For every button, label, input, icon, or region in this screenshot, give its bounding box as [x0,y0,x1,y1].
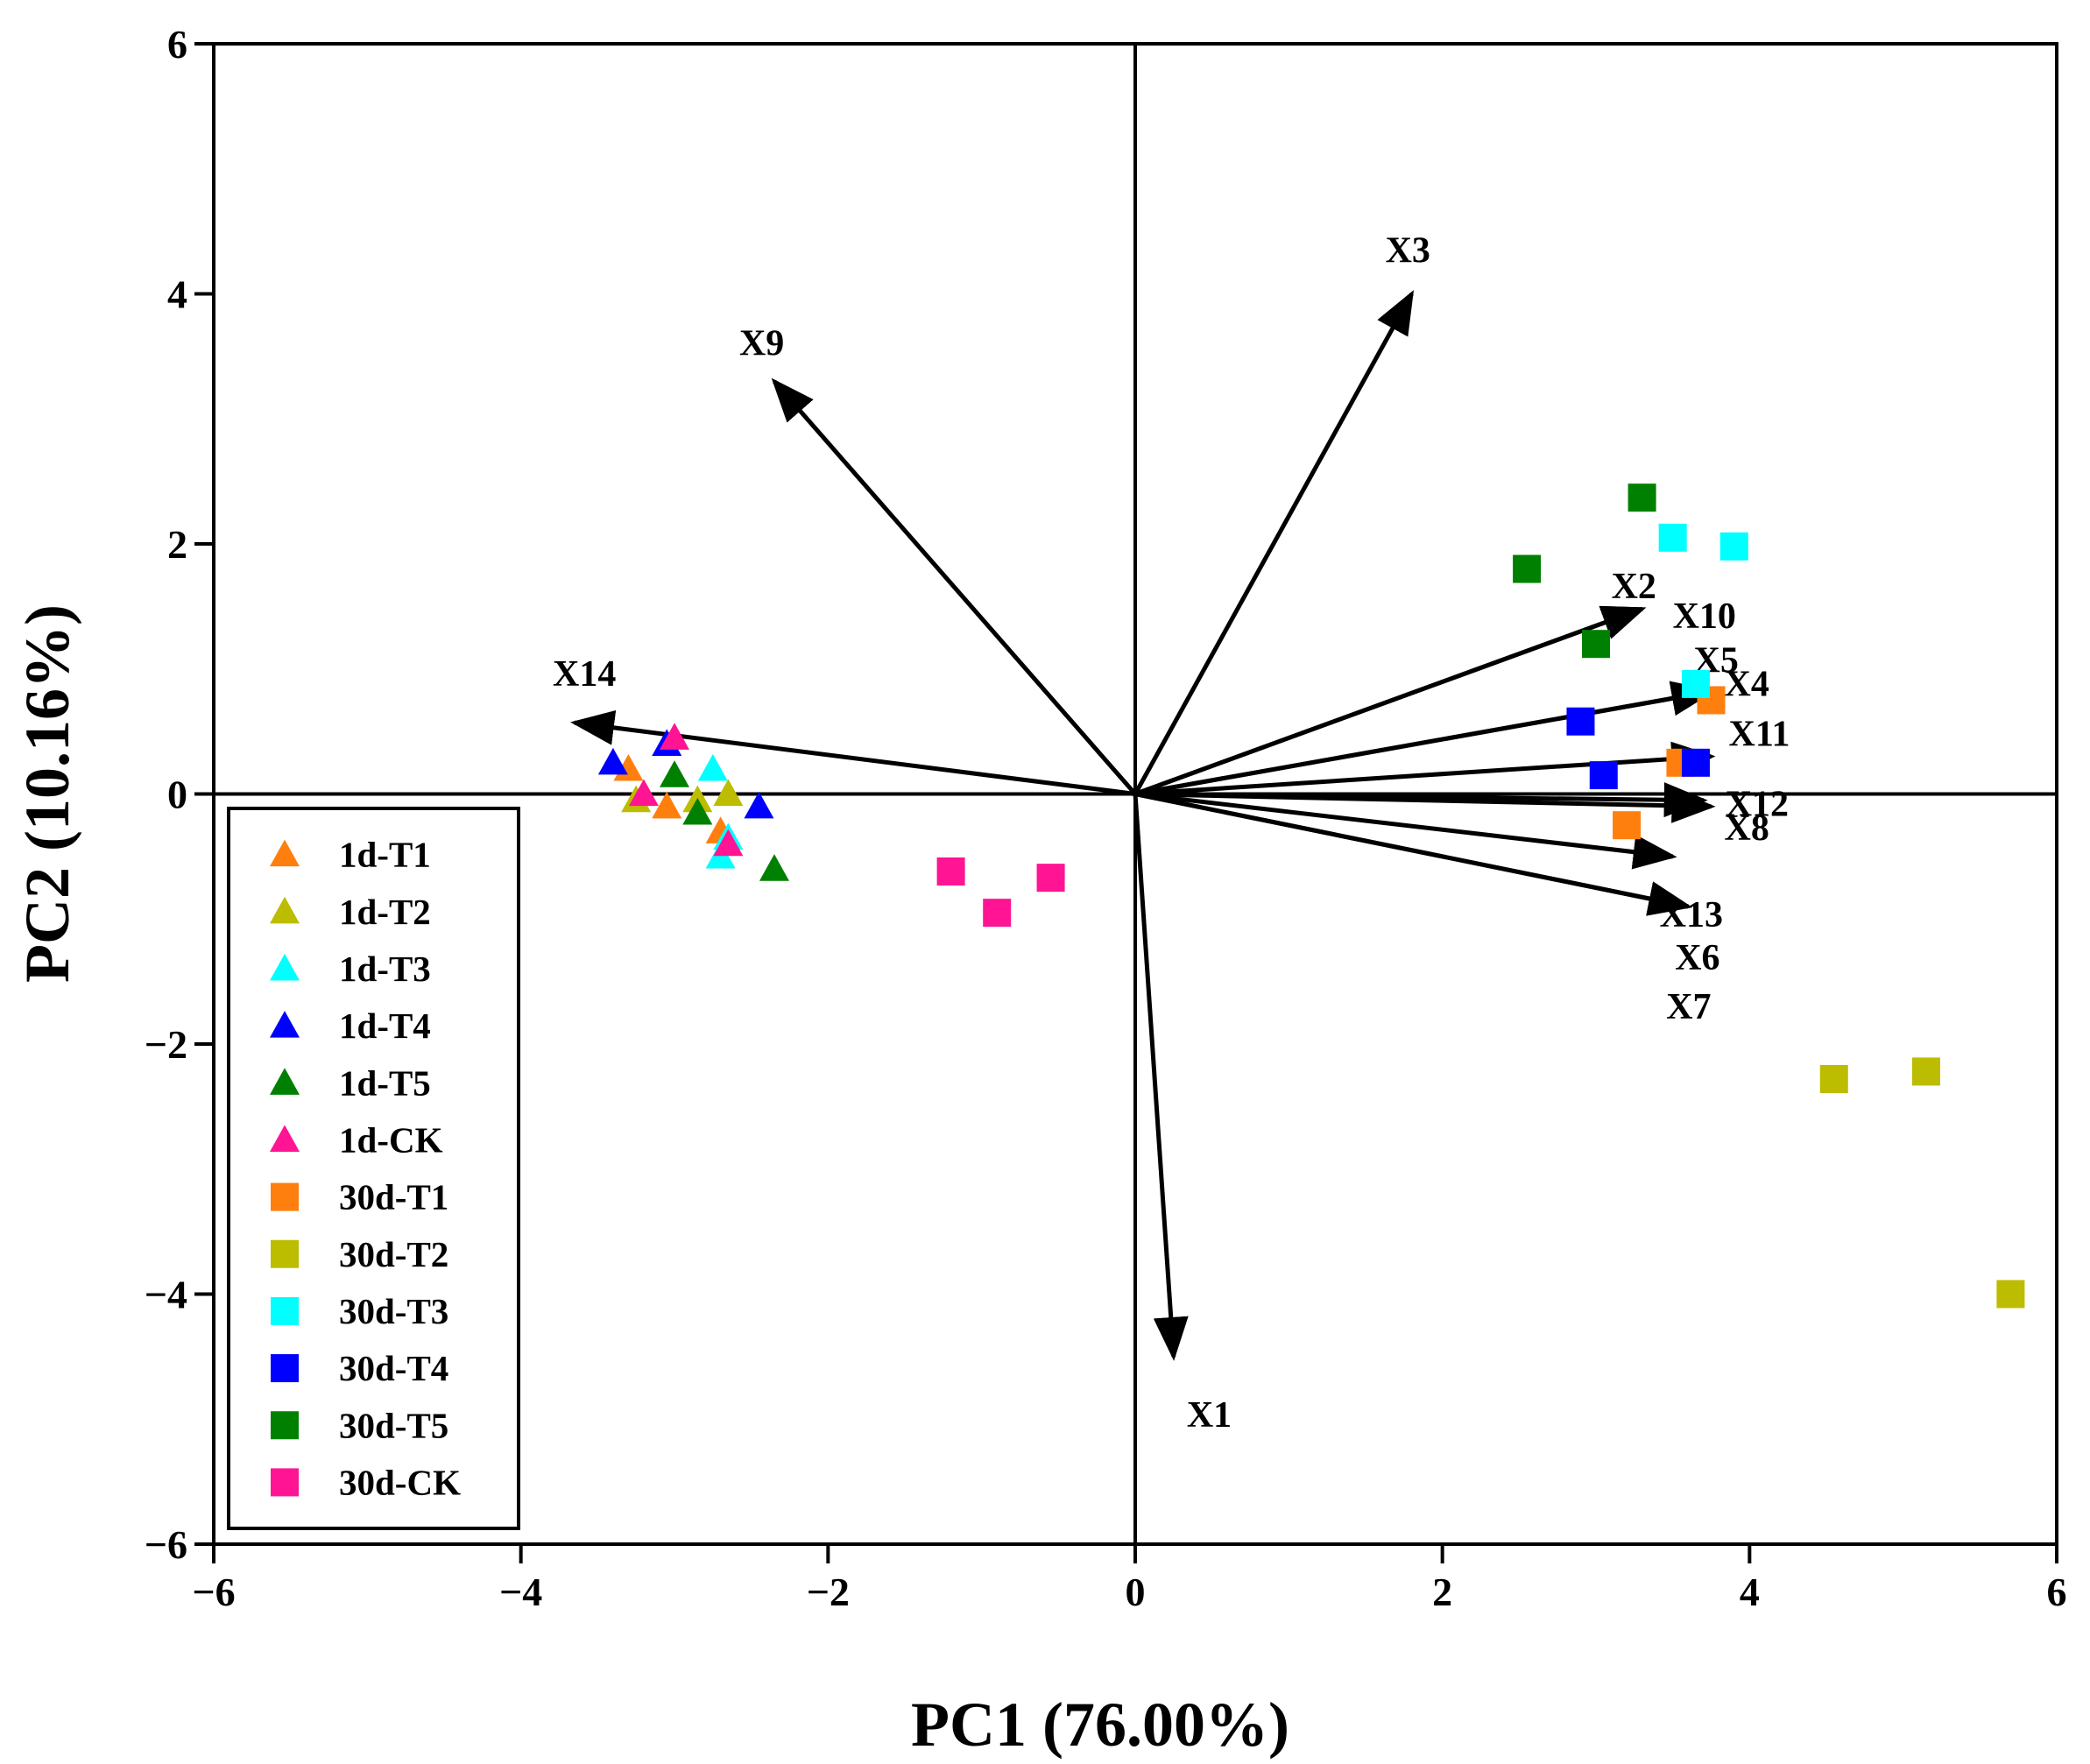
loading-label-x11: X11 [1729,715,1790,755]
data-point-1d-t5 [660,760,689,787]
data-point-1d-t4 [744,791,774,819]
legend-marker-30d-t2 [271,1239,299,1268]
loading-label-x13: X13 [1660,895,1723,935]
loading-label-x3: X3 [1386,231,1430,272]
data-point-30d-t2 [1996,1280,2025,1309]
legend-marker-1d-t2 [270,896,300,924]
legend-marker-1d-t5 [270,1068,300,1095]
data-point-30d-t5 [1628,483,1656,512]
legend-label-30d-t5: 30d-T5 [339,1405,448,1445]
data-point-1d-t4 [597,747,628,775]
data-point-1d-ck [628,779,659,807]
loading-arrow-x3 [1133,290,1415,795]
loading-label-x1: X1 [1187,1395,1232,1436]
loading-label-x12: X12 [1726,785,1789,825]
data-point-30d-ck [936,857,965,886]
x-axis-title: PC1 (76.00%) [911,1690,1289,1760]
legend-marker-1d-t1 [270,839,300,867]
y-tick-label: −4 [145,1273,187,1317]
data-point-1d-t3 [697,753,728,781]
y-tick-label: −2 [145,1022,187,1067]
data-point-30d-t1 [1613,811,1642,840]
x-tick-label: −6 [192,1570,235,1614]
data-point-1d-t5 [759,854,789,881]
legend-label-30d-ck: 30d-CK [339,1462,461,1502]
y-tick-label: 0 [167,773,187,817]
legend-box [227,807,520,1530]
legend-marker-30d-ck [271,1468,299,1497]
data-point-30d-t3 [1719,532,1748,561]
data-point-30d-t2 [1911,1057,1940,1086]
legend-label-1d-t5: 1d-T5 [339,1062,431,1103]
loading-label-x8: X8 [1725,808,1769,849]
data-point-30d-t3 [1658,523,1687,552]
data-point-30d-t5 [1582,630,1610,659]
data-point-1d-ck [713,829,744,857]
x-tick-label: 2 [1432,1570,1452,1614]
loading-arrow-x9 [771,377,1137,796]
y-tick-label: 4 [167,272,187,317]
legend-label-1d-t1: 1d-T1 [339,835,431,875]
y-tick-label: −6 [145,1522,187,1567]
legend-marker-1d-t3 [270,953,300,981]
y-tick-label: 6 [167,22,187,67]
loading-arrow-x5 [1134,681,1716,796]
y-axis-title: PC2 (10.16%) [12,604,82,983]
loading-label-x2: X2 [1612,567,1656,607]
y-tick-label: 2 [167,522,187,567]
data-point-1d-t5 [682,797,713,825]
data-point-30d-t4 [1681,748,1710,777]
x-tick-label: 4 [1740,1570,1760,1614]
data-point-1d-t2 [713,779,744,807]
legend-label-1d-t3: 1d-T3 [339,949,431,989]
legend-marker-30d-t1 [271,1182,299,1211]
loading-label-x7: X7 [1666,987,1711,1027]
x-tick-label: 6 [2047,1570,2067,1614]
legend-marker-30d-t4 [271,1354,299,1383]
loading-arrow-x7 [1134,792,1693,916]
data-point-30d-t3 [1681,669,1710,698]
data-point-30d-ck [1036,864,1065,893]
legend-marker-1d-ck [270,1125,300,1153]
data-point-1d-ck [660,723,689,750]
legend-marker-30d-t3 [271,1296,299,1325]
loading-arrow-x10 [1134,605,1647,796]
loading-arrow-x12 [1134,782,1708,818]
loading-label-x14: X14 [553,654,616,695]
data-point-30d-ck [983,899,1012,928]
data-point-30d-t4 [1589,761,1618,790]
loading-arrow-x13 [1134,792,1677,870]
legend-label-30d-t4: 30d-T4 [339,1348,448,1388]
loading-label-x6: X6 [1675,938,1719,978]
loading-label-x10: X10 [1673,596,1736,637]
legend-label-1d-ck: 1d-CK [339,1119,443,1160]
x-tick-label: −2 [807,1570,850,1614]
legend-label-1d-t2: 1d-T2 [339,892,431,932]
data-point-30d-t5 [1513,554,1542,583]
legend-label-30d-t2: 30d-T2 [339,1234,448,1274]
legend-label-30d-t1: 30d-T1 [339,1177,448,1217]
x-tick-label: 0 [1126,1570,1146,1614]
data-point-30d-t2 [1819,1064,1848,1093]
loading-arrow-x1 [1133,794,1189,1361]
legend-marker-30d-t5 [271,1411,299,1440]
legend-label-30d-t3: 30d-T3 [339,1291,448,1331]
data-point-30d-t4 [1566,707,1595,736]
data-point-1d-t1 [652,791,682,819]
legend-marker-1d-t4 [270,1011,300,1038]
legend-label-1d-t4: 1d-T4 [339,1005,431,1046]
loading-label-x4: X4 [1725,664,1769,704]
loading-label-x9: X9 [739,323,784,363]
x-tick-label: −4 [499,1570,542,1614]
